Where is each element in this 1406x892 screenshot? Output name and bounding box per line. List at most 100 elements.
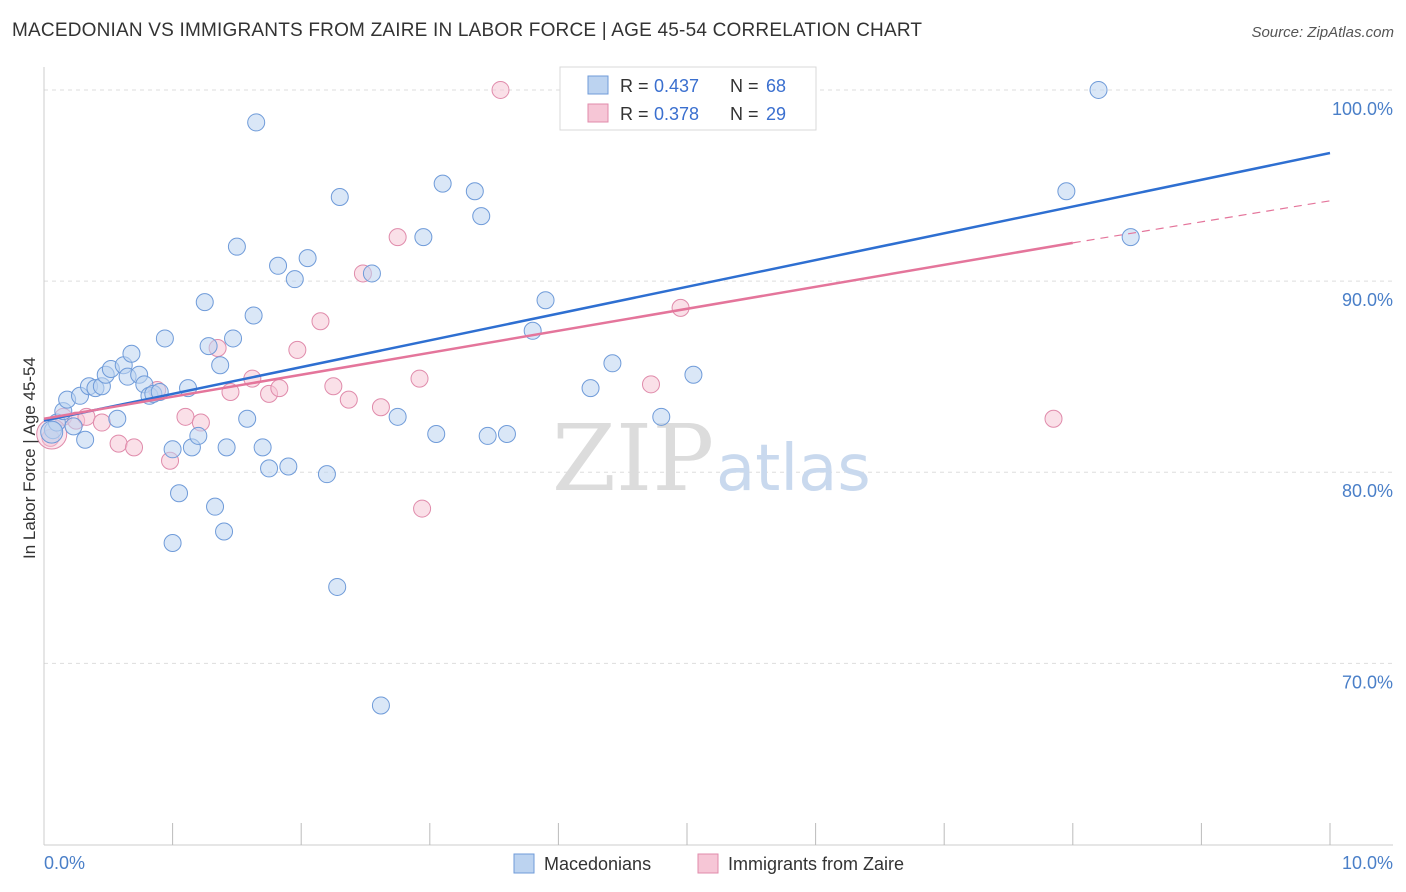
zaire-point	[311, 312, 330, 331]
macedonian-point	[388, 407, 407, 426]
x-tick-label-min: 0.0%	[44, 853, 85, 873]
legend-r-label-1: R =	[620, 76, 649, 96]
series-legend: Macedonians Immigrants from Zaire	[513, 853, 904, 874]
legend-n-value-1: 68	[766, 76, 786, 96]
macedonian-point	[195, 293, 214, 312]
macedonian-point	[298, 249, 317, 268]
macedonian-point	[155, 329, 174, 348]
macedonian-point	[603, 354, 622, 373]
macedonian-point	[536, 291, 555, 310]
macedonian-point	[189, 426, 208, 445]
macedonians-trend-line	[43, 151, 1331, 422]
macedonian-point	[478, 426, 497, 445]
macedonian-point	[224, 329, 243, 348]
macedonian-point	[238, 409, 257, 428]
legend-r-value-2: 0.378	[654, 104, 699, 124]
macedonian-point	[684, 365, 703, 384]
bottom-legend-swatch-zaire	[697, 853, 719, 874]
y-tick-label-80: 80.0%	[1342, 481, 1393, 501]
macedonian-point	[465, 182, 484, 201]
macedonian-point	[581, 379, 600, 398]
macedonian-point	[108, 409, 127, 428]
zaire-point	[491, 80, 510, 99]
macedonian-point	[414, 228, 433, 247]
series-macedonians-points	[40, 80, 1140, 715]
y-tick-label-70: 70.0%	[1342, 672, 1393, 692]
legend-n-label-2: N =	[730, 104, 759, 124]
y-tick-label-90: 90.0%	[1342, 290, 1393, 310]
macedonian-point	[317, 465, 336, 484]
legend-n-label-1: N =	[730, 76, 759, 96]
macedonian-point	[163, 533, 182, 552]
zaire-trend-line	[43, 241, 1074, 420]
macedonian-point	[371, 696, 390, 715]
zaire-point	[413, 499, 432, 518]
zaire-point	[371, 398, 390, 417]
macedonian-point	[427, 425, 446, 444]
macedonian-point	[76, 430, 95, 449]
zaire-point	[324, 377, 343, 396]
macedonian-point	[1057, 182, 1076, 201]
zaire-point	[388, 228, 407, 247]
legend-n-value-2: 29	[766, 104, 786, 124]
x-axis-ticks	[172, 823, 1331, 845]
x-tick-label-max: 10.0%	[1342, 853, 1393, 873]
macedonian-point	[244, 306, 263, 325]
bottom-legend-macedonians: Macedonians	[544, 854, 651, 874]
zaire-point	[109, 434, 128, 453]
bottom-legend-zaire: Immigrants from Zaire	[728, 854, 904, 874]
macedonian-point	[253, 438, 272, 457]
macedonian-point	[260, 459, 279, 478]
macedonian-point	[328, 577, 347, 596]
y-axis-tick-labels: 70.0% 80.0% 90.0% 100.0%	[1332, 99, 1393, 692]
macedonian-point	[163, 440, 182, 459]
macedonian-point	[211, 356, 230, 375]
zaire-point	[288, 340, 307, 359]
zaire-point	[176, 407, 195, 426]
watermark: ZIP atlas	[552, 405, 871, 512]
macedonian-point	[472, 207, 491, 226]
macedonian-point	[206, 497, 225, 516]
legend-swatch-pink	[587, 103, 609, 123]
chart-source: Source: ZipAtlas.com	[1251, 24, 1394, 41]
macedonian-cluster-point	[40, 420, 64, 444]
zaire-point	[410, 369, 429, 388]
macedonian-point	[217, 438, 236, 457]
legend-r-label-2: R =	[620, 104, 649, 124]
trend-lines	[43, 151, 1331, 422]
macedonian-point	[285, 270, 304, 289]
macedonian-point	[170, 484, 189, 503]
macedonian-point	[652, 407, 671, 426]
legend-r-value-1: 0.437	[654, 76, 699, 96]
legend-swatch-blue	[587, 75, 609, 95]
macedonian-point	[122, 344, 141, 363]
zaire-point	[1044, 409, 1063, 428]
zaire-point	[641, 375, 660, 394]
axes	[43, 67, 1393, 846]
macedonian-point	[330, 187, 349, 206]
y-axis-label: In Labor Force | Age 45-54	[20, 357, 39, 559]
y-tick-label-100: 100.0%	[1332, 99, 1393, 119]
macedonian-point	[1121, 228, 1140, 247]
watermark-zip: ZIP	[552, 405, 714, 512]
chart-title: MACEDONIAN VS IMMIGRANTS FROM ZAIRE IN L…	[12, 20, 923, 41]
stats-legend: R = 0.437 N = 68 R = 0.378 N = 29	[559, 66, 817, 131]
macedonian-point	[199, 337, 218, 356]
zaire-point	[270, 379, 289, 398]
macedonian-point	[362, 264, 381, 283]
macedonian-point	[433, 174, 452, 193]
macedonian-point	[247, 113, 266, 132]
macedonian-point	[1089, 80, 1108, 99]
macedonian-point	[279, 457, 298, 476]
zaire-trend-line-extension	[1072, 200, 1331, 244]
bottom-legend-swatch-macedonians	[513, 853, 535, 874]
macedonian-point	[269, 256, 288, 275]
zaire-point	[339, 390, 358, 409]
zaire-point	[125, 438, 144, 457]
macedonian-point	[227, 237, 246, 256]
macedonian-point	[215, 522, 234, 541]
macedonian-point	[497, 425, 516, 444]
zaire-point	[92, 413, 111, 432]
watermark-atlas: atlas	[716, 432, 871, 506]
